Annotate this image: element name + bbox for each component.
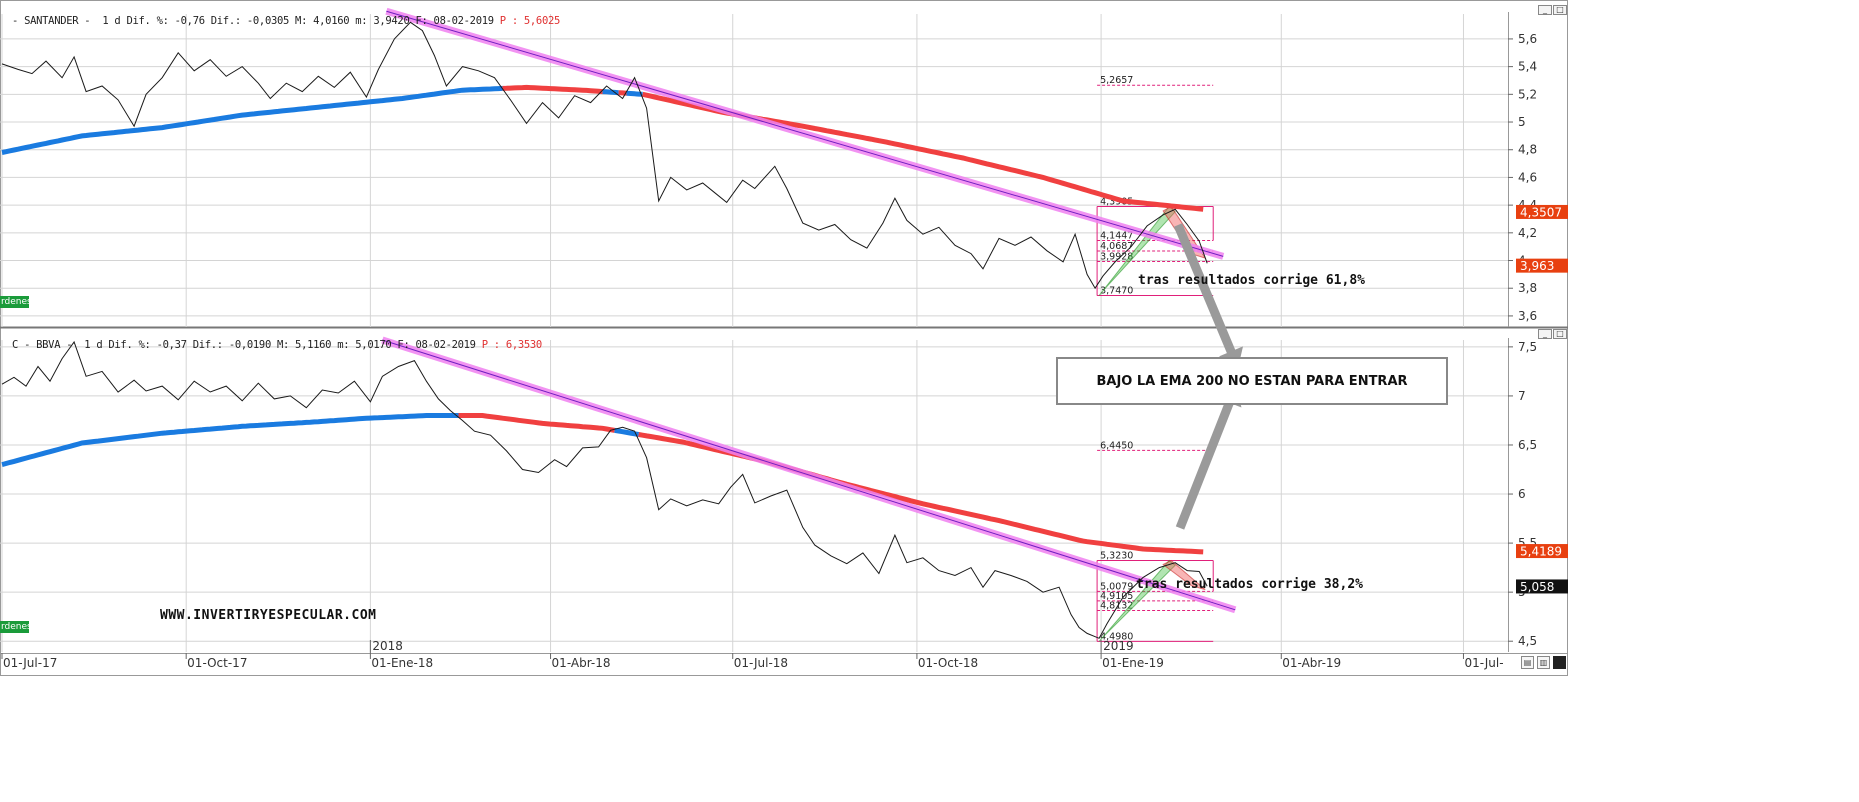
- fib-level-label: 5,3230: [1100, 550, 1133, 561]
- y-tick-label: 4,2: [1518, 226, 1537, 240]
- y-tick-label: 3,8: [1518, 281, 1537, 295]
- y-tick-label: 5,4: [1518, 60, 1537, 74]
- pane-header-info: - SANTANDER - 1 d Dif. %: -0,76 Dif.: -0…: [12, 15, 500, 27]
- restore-button[interactable]: □: [1553, 329, 1567, 339]
- minimize-button[interactable]: _: [1538, 5, 1552, 15]
- print-icon[interactable]: ▥: [1537, 656, 1550, 669]
- annotation-santander: tras resultados corrige 61,8%: [1138, 273, 1365, 288]
- y-tick-label: 6,5: [1518, 438, 1537, 452]
- ema200-line: [458, 413, 616, 433]
- fib-level-label: 5,2657: [1100, 75, 1133, 86]
- y-tick-label: 7,5: [1518, 340, 1537, 354]
- fib-level-label: 3,9928: [1100, 252, 1133, 263]
- ema200-line: [626, 90, 643, 97]
- y-tick-label: 5,6: [1518, 32, 1537, 46]
- y-tick-label: 4,5: [1518, 634, 1537, 648]
- y-tick-label: 5: [1518, 115, 1526, 129]
- fib-level-label: 3,7470: [1100, 286, 1133, 297]
- ema200-line: [602, 89, 619, 96]
- chart-canvas[interactable]: 5,65,45,254,84,64,44,243,83,65,26574,390…: [0, 0, 1568, 676]
- arrow-up: [1175, 384, 1241, 530]
- ema200-line: [502, 84, 603, 95]
- x-tick-label: 01-Ene-18: [371, 656, 433, 670]
- callout-box: BAJO LA EMA 200 NO ESTAN PARA ENTRAR: [1056, 357, 1448, 405]
- ema200-line: [638, 432, 1204, 555]
- save-icon[interactable]: ▤: [1521, 656, 1534, 669]
- restore-button[interactable]: □: [1553, 5, 1567, 15]
- last-value-label: 4,3507: [1520, 205, 1562, 219]
- trendline: [382, 339, 1236, 611]
- y-tick-label: 4,8: [1518, 143, 1537, 157]
- square-icon[interactable]: [1553, 656, 1566, 669]
- callout-text: BAJO LA EMA 200 NO ESTAN PARA ENTRAR: [1096, 373, 1408, 389]
- fib-level-label: 4,1447: [1100, 230, 1133, 241]
- window-frame: [0, 0, 1568, 676]
- fib-level-label: 6,4450: [1100, 440, 1133, 451]
- bullish-move-marker: [1098, 559, 1176, 642]
- trendline: [386, 10, 1224, 257]
- fib-level-label: 4,4980: [1100, 631, 1133, 642]
- pane-header-price: P : 5,6025: [499, 15, 561, 27]
- ema200-line: [614, 427, 640, 437]
- fib-level-label: 4,8132: [1100, 600, 1133, 611]
- fib-level-label: 4,0687: [1100, 241, 1133, 252]
- chart-workspace: 5,65,45,254,84,64,44,243,83,65,26574,390…: [0, 0, 1568, 676]
- price-line: [1, 340, 1208, 639]
- x-tick-label: 01-Ene-19: [1102, 656, 1164, 670]
- last-value-label: 5,058: [1520, 580, 1554, 594]
- fib-level-label: 5,0079: [1100, 581, 1133, 592]
- arrow-down: [1173, 223, 1243, 370]
- ema200-line: [1, 85, 503, 155]
- pane-header-santander: - SANTANDER - 1 d Dif. %: -0,76 Dif.: -0…: [0, 3, 560, 27]
- y-tick-label: 4,6: [1518, 170, 1537, 184]
- x-tick-label: 01-Jul-: [1464, 656, 1503, 670]
- minimize-button[interactable]: _: [1538, 329, 1552, 339]
- x-tick-label: 01-Oct-17: [187, 656, 247, 670]
- x-tick-label: 01-Abr-19: [1282, 656, 1341, 670]
- last-value-label: 3,963: [1520, 259, 1554, 273]
- y-tick-label: 7: [1518, 389, 1526, 403]
- pane-header-price: P : 6,3530: [481, 339, 543, 351]
- y-tick-label: 3,6: [1518, 309, 1537, 323]
- fib-level-label: 4,9105: [1100, 591, 1133, 602]
- last-value-badge: [1516, 258, 1568, 273]
- x-tick-label: 01-Oct-18: [918, 656, 978, 670]
- year-label: 2019: [1103, 639, 1134, 653]
- year-label: 2018: [372, 639, 403, 653]
- price-line: [1, 21, 1208, 290]
- chart-pane-bbva: 7,576,565,554,56,44505,32305,00794,91054…: [0, 336, 1568, 652]
- x-tick-label: 01-Jul-18: [734, 656, 788, 670]
- last-value-badge: [1516, 204, 1568, 219]
- annotation-bbva: tras resultados corrige 38,2%: [1136, 577, 1363, 592]
- status-icons: ▤ ▥: [1521, 656, 1566, 670]
- x-tick-label: 01-Jul-17: [3, 656, 57, 670]
- last-value-label: 5,4189: [1520, 545, 1562, 559]
- y-tick-label: 5,2: [1518, 87, 1537, 101]
- y-tick-label: 6: [1518, 487, 1526, 501]
- chart-pane-santander: 5,65,45,254,84,64,44,243,83,65,26574,390…: [0, 7, 1568, 327]
- last-value-badge: [1516, 544, 1568, 559]
- pane-header-bbva: C - BBVA - 1 d Dif. %: -0,37 Dif.: -0,01…: [0, 327, 542, 351]
- fib-level-label: 4,3905: [1100, 196, 1133, 207]
- x-tick-label: 01-Abr-18: [552, 656, 611, 670]
- pane-header-info: C - BBVA - 1 d Dif. %: -0,37 Dif.: -0,01…: [12, 339, 482, 351]
- last-value-badge: [1516, 579, 1568, 594]
- correction-marker: [1162, 559, 1206, 591]
- ema200-line: [1, 413, 459, 468]
- ordenes-tab[interactable]: rdenes: [0, 621, 32, 633]
- ordenes-tab[interactable]: rdenes: [0, 296, 32, 308]
- website-watermark: WWW.INVERTIRYESPECULAR.COM: [160, 608, 377, 623]
